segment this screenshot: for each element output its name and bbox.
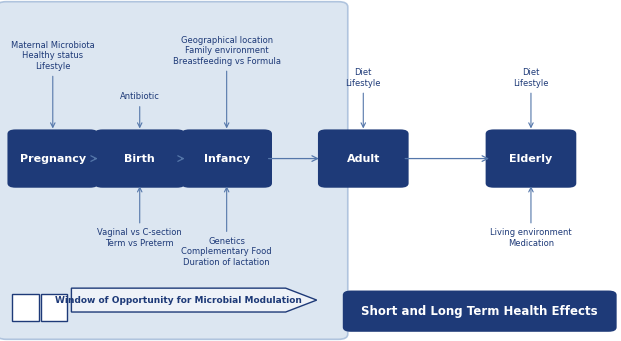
Text: Window of Opportunity for Microbial Modulation: Window of Opportunity for Microbial Modu… [55, 296, 302, 305]
Text: Birth: Birth [124, 153, 155, 164]
FancyBboxPatch shape [318, 129, 409, 188]
Text: Pregnancy: Pregnancy [20, 153, 86, 164]
Text: Genetics
Complementary Food
Duration of lactation: Genetics Complementary Food Duration of … [181, 188, 272, 267]
Text: Adult: Adult [347, 153, 380, 164]
Text: Vaginal vs C-section
Term vs Preterm: Vaginal vs C-section Term vs Preterm [97, 188, 182, 248]
FancyBboxPatch shape [41, 294, 67, 321]
FancyBboxPatch shape [486, 129, 576, 188]
Text: Diet
Lifestyle: Diet Lifestyle [513, 68, 549, 127]
FancyBboxPatch shape [181, 129, 272, 188]
FancyBboxPatch shape [7, 129, 98, 188]
Text: Diet
Lifestyle: Diet Lifestyle [345, 68, 381, 127]
Text: Geographical location
Family environment
Breastfeeding vs Formula: Geographical location Family environment… [173, 36, 281, 127]
Text: Living environment
Medication: Living environment Medication [490, 188, 572, 248]
Text: Short and Long Term Health Effects: Short and Long Term Health Effects [361, 305, 598, 318]
FancyBboxPatch shape [94, 129, 185, 188]
Text: Antibiotic: Antibiotic [120, 92, 160, 127]
FancyBboxPatch shape [343, 291, 617, 332]
FancyBboxPatch shape [0, 2, 348, 339]
FancyArrow shape [71, 288, 317, 312]
Text: Elderly: Elderly [509, 153, 553, 164]
Text: Infancy: Infancy [204, 153, 250, 164]
FancyBboxPatch shape [12, 294, 39, 321]
Text: Maternal Microbiota
Healthy status
Lifestyle: Maternal Microbiota Healthy status Lifes… [11, 41, 94, 127]
